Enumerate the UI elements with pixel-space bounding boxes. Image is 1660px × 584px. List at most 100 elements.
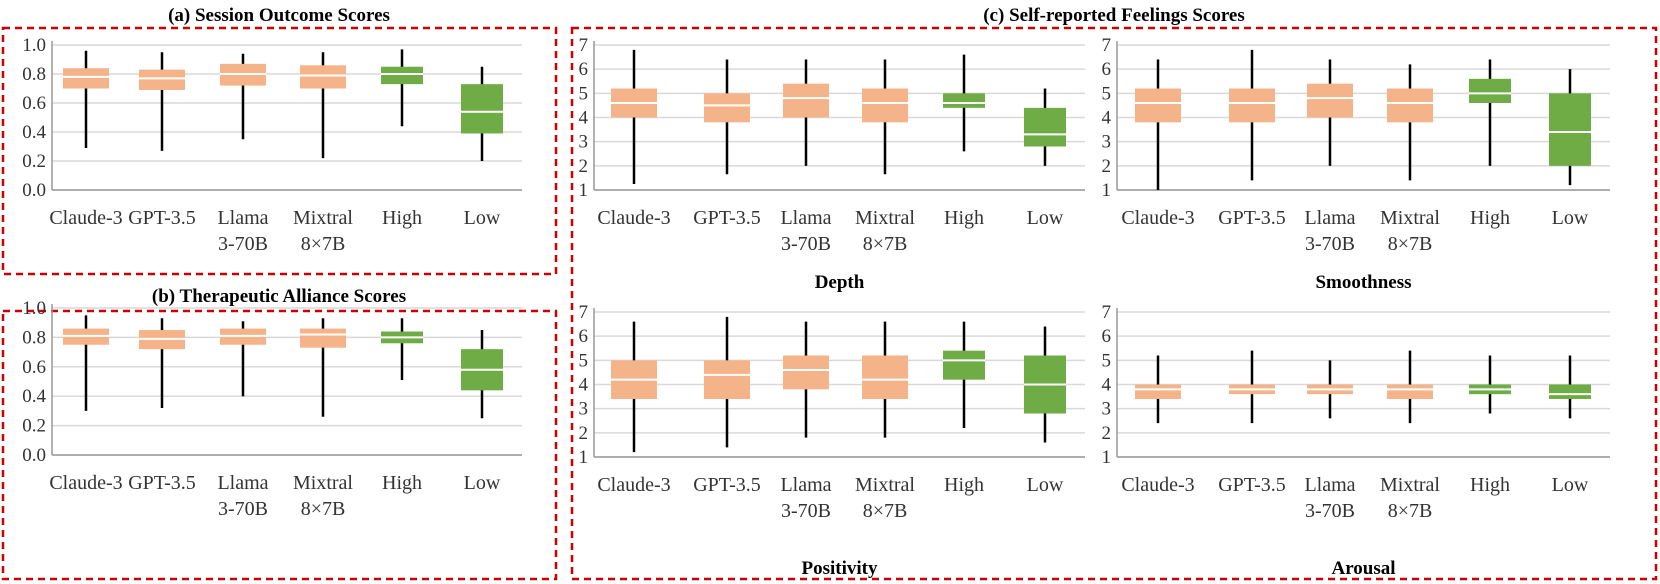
box-2 (1307, 59, 1353, 166)
y-tick-label: 7 (579, 302, 589, 323)
iqr-box (381, 66, 423, 85)
y-tick-label: 5 (1102, 83, 1112, 104)
category-label: Low (464, 472, 501, 494)
y-tick-label: 0.4 (22, 386, 46, 407)
y-tick-label: 4 (1102, 375, 1112, 396)
category-label: Claude-3 (597, 207, 670, 229)
iqr-box (704, 93, 750, 123)
y-tick-label: 5 (579, 350, 589, 371)
category-label: Claude-3 (1121, 474, 1194, 496)
box-0 (611, 321, 657, 453)
y-tick-label: 0.2 (22, 151, 46, 172)
box-4 (381, 318, 423, 381)
y-tick-label: 6 (579, 326, 589, 347)
y-tick-label: 1 (579, 447, 589, 468)
box-1 (139, 318, 185, 408)
iqr-box (862, 355, 908, 399)
y-tick-label: 7 (579, 35, 589, 56)
iqr-box (1135, 88, 1181, 123)
panel-b-title: (b) Therapeutic Alliance Scores (152, 286, 406, 307)
y-tick-label: 1 (1102, 447, 1112, 468)
y-tick-label: 2 (1102, 423, 1112, 444)
category-label: Mixtral (1380, 474, 1440, 496)
y-tick-label: 0.6 (22, 93, 46, 114)
box-1 (139, 52, 185, 151)
category-label: Claude-3 (49, 207, 122, 229)
chart-subtitle: Positivity (802, 558, 878, 579)
y-tick-label: 0.0 (22, 445, 46, 466)
chart-subtitle: Depth (815, 272, 865, 293)
y-tick-label: 4 (579, 108, 589, 129)
iqr-box (139, 69, 185, 90)
category-label: High (1470, 474, 1510, 496)
y-tick-label: 1.0 (22, 298, 46, 319)
box-1 (704, 316, 750, 448)
y-tick-label: 0.2 (22, 416, 46, 437)
iqr-box (63, 68, 109, 89)
category-label: High (944, 474, 984, 496)
category-label: Mixtral (1380, 207, 1440, 229)
y-tick-label: 3 (1102, 399, 1112, 420)
iqr-box (862, 88, 908, 123)
box-5 (461, 330, 503, 419)
box-0 (1135, 59, 1181, 190)
category-label: Claude-3 (1121, 207, 1194, 229)
category-label-line2: 3-70B (218, 498, 268, 520)
box-5 (1549, 355, 1591, 419)
box-3 (300, 52, 346, 159)
category-label: Low (1552, 474, 1589, 496)
y-tick-label: 5 (1102, 350, 1112, 371)
y-tick-label: 4 (1102, 108, 1112, 129)
box-0 (611, 49, 657, 184)
category-label: High (382, 472, 422, 494)
y-tick-label: 0.8 (22, 64, 46, 85)
y-tick-label: 2 (1102, 156, 1112, 177)
category-label: GPT-3.5 (128, 207, 196, 229)
box-2 (783, 59, 829, 166)
category-label: High (382, 207, 422, 229)
category-label: Llama (1304, 474, 1355, 496)
category-label: Low (464, 207, 501, 229)
chart-subtitle: Arousal (1331, 558, 1395, 579)
category-label: Llama (1304, 207, 1355, 229)
box-0 (63, 50, 109, 148)
y-tick-label: 0.8 (22, 327, 46, 348)
iqr-box (1549, 93, 1591, 166)
category-label-line2: 3-70B (781, 500, 831, 522)
category-label-line2: 8×7B (1388, 500, 1433, 522)
box-5 (1024, 326, 1066, 443)
y-tick-label: 4 (579, 375, 589, 396)
positivity-chart: 1 2 3 4 5 6 7 Claude-3 GPT-3.5 Llama 3-70B Mixtral 8… (579, 302, 1085, 579)
y-tick-label: 7 (1102, 302, 1112, 323)
iqr-box (300, 328, 346, 348)
panel-a-border (1, 26, 558, 276)
iqr-box (783, 83, 829, 118)
iqr-box (1135, 384, 1181, 399)
iqr-box (1024, 107, 1066, 147)
box-4 (1469, 59, 1511, 166)
box-3 (862, 321, 908, 438)
box-3 (1387, 350, 1433, 424)
box-5 (1549, 69, 1591, 186)
y-tick-label: 0.6 (22, 357, 46, 378)
category-label: Llama (217, 472, 268, 494)
y-tick-label: 7 (1102, 35, 1112, 56)
category-label: GPT-3.5 (1218, 474, 1286, 496)
category-label-line2: 8×7B (301, 498, 346, 520)
category-label: Llama (217, 207, 268, 229)
y-tick-label: 1.0 (22, 35, 46, 56)
category-label: GPT-3.5 (128, 472, 196, 494)
category-label-line2: 3-70B (781, 233, 831, 255)
arousal-chart: 1 2 3 4 5 6 7 Claude-3 GPT-3.5 Llama 3-70B Mixtral 8… (1102, 302, 1610, 579)
panel-a-title: (a) Session Outcome Scores (168, 5, 390, 26)
category-label: High (1470, 207, 1510, 229)
category-label-line2: 8×7B (1388, 233, 1433, 255)
panel-b-border (1, 309, 558, 581)
category-label: Claude-3 (597, 474, 670, 496)
category-label-line2: 3-70B (1305, 233, 1355, 255)
iqr-box (943, 93, 985, 108)
y-tick-label: 0.0 (22, 180, 46, 201)
box-3 (300, 318, 346, 417)
box-4 (943, 54, 985, 152)
